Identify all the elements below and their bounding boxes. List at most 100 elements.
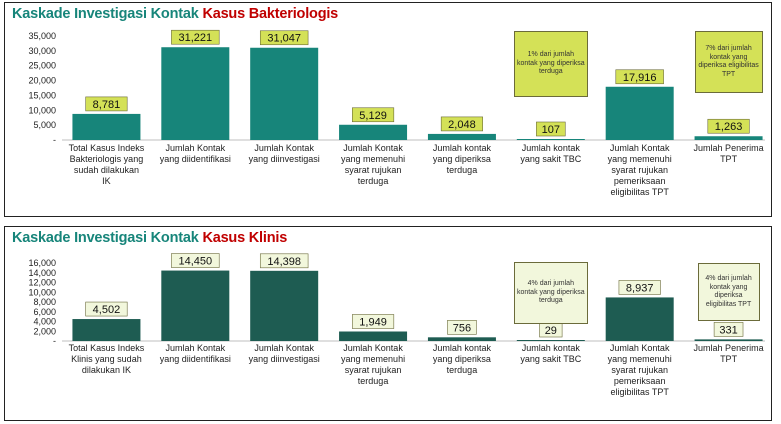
category-label: Jumlah Kontak	[610, 143, 670, 153]
data-label: 331	[719, 324, 737, 336]
category-label: Bakteriologis yang	[70, 154, 144, 164]
data-label: 2,048	[448, 119, 476, 131]
bar	[72, 113, 141, 140]
data-label: 31,047	[267, 33, 301, 45]
annotation-note: 4% dari jumlah kontak yang diperiksa ter…	[513, 262, 588, 324]
bar	[694, 136, 763, 140]
bar-chart-bakteriologis: - 5,000 10,000 15,000 20,000 25,000 30,000 35,0…	[28, 29, 765, 197]
category-label: terduga	[358, 376, 389, 386]
chart-title: Kaskade Investigasi Kontak Kasus Bakteri…	[12, 6, 338, 22]
data-label-box	[85, 96, 128, 112]
category-label: eligibilitas TPT	[611, 187, 670, 197]
data-label-box	[352, 314, 395, 329]
data-label: 29	[545, 325, 557, 337]
y-tick-label: 14,000	[28, 268, 56, 278]
y-tick-label: -	[53, 135, 56, 145]
y-tick-label: 6,000	[33, 307, 56, 317]
data-label-box	[85, 301, 128, 317]
data-label-box	[259, 253, 309, 269]
category-label: dilakukan IK	[82, 365, 131, 375]
y-tick-label: 10,000	[28, 287, 56, 297]
data-label-box	[707, 118, 750, 134]
y-tick-label: 8,000	[33, 297, 56, 307]
bar	[250, 47, 319, 140]
y-tick-label: 2,000	[33, 326, 56, 336]
data-label: 1,949	[359, 316, 387, 328]
category-label: eligibilitas TPT	[611, 387, 670, 397]
category-label: terduga	[447, 165, 478, 175]
category-label: Jumlah Kontak	[343, 343, 403, 353]
category-label: syarat rujukan	[611, 365, 668, 375]
bar	[694, 339, 763, 341]
category-label: TPT	[720, 354, 738, 364]
data-label-box	[440, 116, 483, 132]
category-label: yang memenuhi	[341, 154, 405, 164]
category-label: syarat rujukan	[345, 165, 402, 175]
y-tick-label: 25,000	[28, 61, 56, 71]
y-tick-label: 12,000	[28, 278, 56, 288]
category-label: yang diinvestigasi	[249, 154, 320, 164]
data-label: 14,398	[267, 256, 301, 268]
category-label: yang diidentifikasi	[160, 154, 231, 164]
category-label: yang diidentifikasi	[160, 354, 231, 364]
bar	[161, 270, 230, 341]
chart-title-part2: Kasus Klinis	[202, 230, 288, 246]
bar	[605, 86, 674, 140]
data-label: 14,450	[178, 256, 212, 268]
data-label-box	[171, 29, 220, 45]
category-label: TPT	[720, 154, 738, 164]
category-label: yang sakit TBC	[520, 154, 581, 164]
data-label: 107	[542, 124, 560, 136]
category-label: yang memenuhi	[608, 154, 672, 164]
data-label-box	[615, 69, 664, 85]
y-tick-label: 5,000	[33, 120, 56, 130]
bar	[250, 270, 319, 341]
annotation-note: 1% dari jumlah kontak yang diperiksa ter…	[513, 31, 588, 97]
category-label: Jumlah Kontak	[166, 143, 226, 153]
category-label: IK	[102, 176, 111, 186]
category-label: sudah dilakukan	[74, 165, 139, 175]
data-label-box	[713, 322, 744, 337]
category-label: Jumlah Kontak	[343, 143, 403, 153]
category-label: Total Kasus Indeks	[69, 343, 145, 353]
data-label: 17,916	[623, 72, 657, 84]
data-label-box	[171, 253, 220, 268]
data-label-box	[352, 107, 395, 123]
category-label: yang memenuhi	[341, 354, 405, 364]
y-tick-label: 30,000	[28, 46, 56, 56]
data-label-box	[447, 320, 477, 335]
y-tick-label: -	[53, 336, 56, 346]
category-label: Jumlah Kontak	[610, 343, 670, 353]
data-label-box	[618, 280, 661, 295]
category-label: Klinis yang sudah	[71, 354, 142, 364]
chart-title-part1: Kaskade Investigasi Kontak	[12, 230, 203, 246]
category-label: pemeriksaan	[614, 176, 666, 186]
category-label: yang sakit TBC	[520, 354, 581, 364]
category-label: Jumlah Penerima	[694, 143, 764, 153]
category-label: Jumlah kontak	[433, 343, 492, 353]
category-label: yang diperiksa	[433, 154, 491, 164]
chart-title: Kaskade Investigasi Kontak Kasus Klinis	[12, 230, 287, 246]
bar	[516, 340, 585, 341]
category-label: terduga	[447, 365, 478, 375]
category-label: yang diinvestigasi	[249, 354, 320, 364]
bar	[339, 331, 408, 341]
chart-title-part2: Kasus Bakteriologis	[202, 6, 339, 22]
category-label: yang memenuhi	[608, 354, 672, 364]
chart-panel-bakteriologis: Kaskade Investigasi Kontak Kasus Bakteri…	[4, 2, 772, 217]
data-label-box	[536, 121, 566, 137]
category-label: pemeriksaan	[614, 376, 666, 386]
annotation-note: 7% dari jumlah kontak yang diperiksa eli…	[694, 31, 763, 93]
category-label: Total Kasus Indeks	[69, 143, 145, 153]
chart-panel-klinis: Kaskade Investigasi Kontak Kasus Klinis …	[4, 226, 772, 421]
data-label: 8,937	[626, 282, 654, 294]
category-label: terduga	[358, 176, 389, 186]
category-label: Jumlah Kontak	[254, 343, 314, 353]
data-label: 31,221	[178, 32, 212, 44]
bar	[72, 319, 141, 341]
bar	[516, 139, 585, 140]
y-tick-label: 16,000	[28, 258, 56, 268]
y-tick-label: 10,000	[28, 105, 56, 115]
category-label: syarat rujukan	[345, 365, 402, 375]
category-label: Jumlah kontak	[433, 143, 492, 153]
